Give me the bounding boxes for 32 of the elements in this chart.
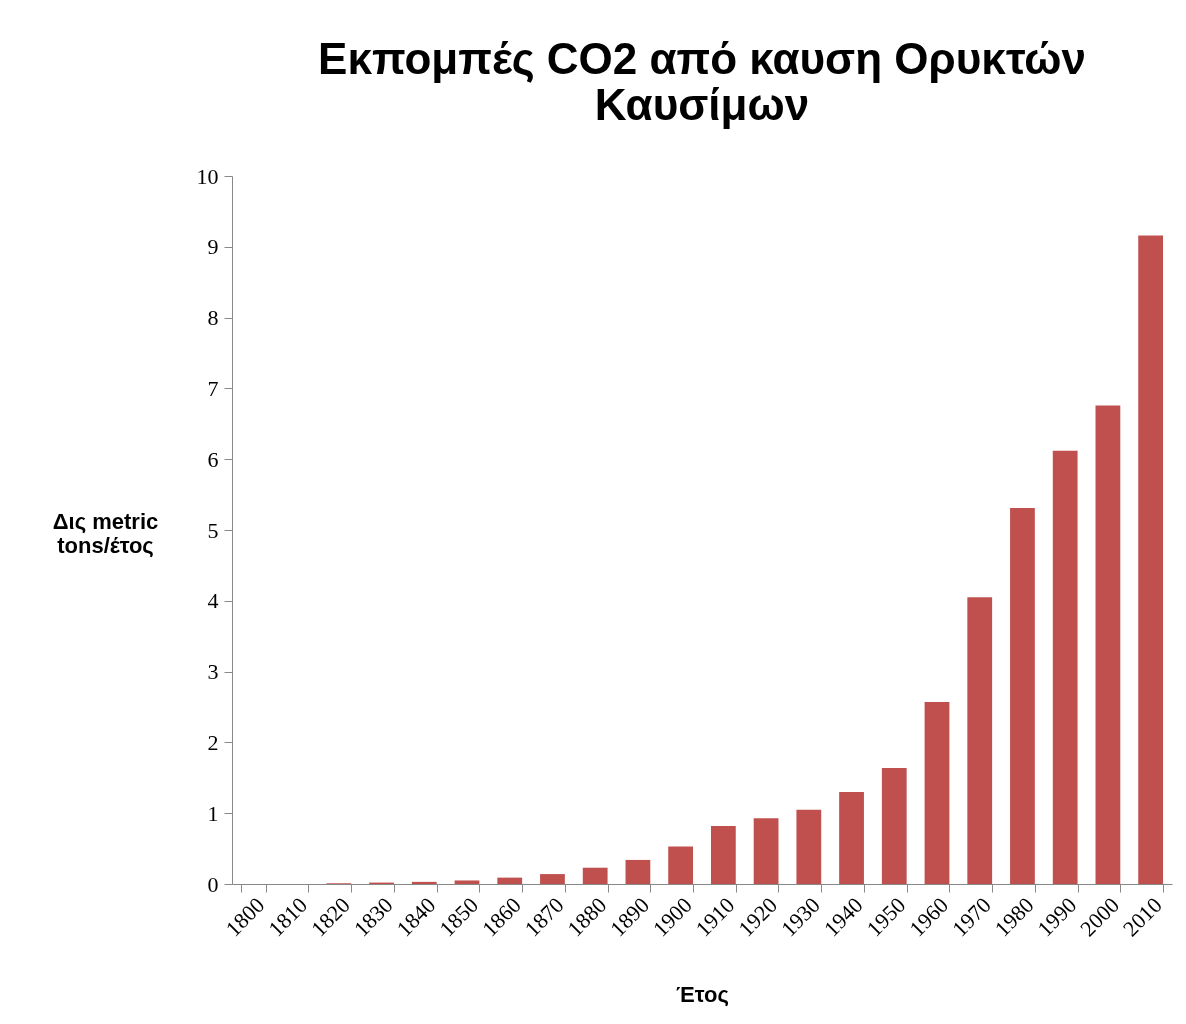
y-tick-label: 4 — [207, 588, 219, 614]
y-tick-label: 7 — [207, 375, 219, 401]
bar — [1010, 508, 1035, 884]
bar — [497, 877, 523, 884]
bar — [1138, 235, 1164, 884]
y-tick-label: 1 — [207, 800, 219, 826]
y-tick-label: 5 — [207, 517, 219, 543]
bar — [839, 791, 864, 884]
bar — [796, 809, 822, 884]
bar — [710, 825, 736, 884]
y-tick-label: 2 — [207, 729, 219, 755]
bar — [753, 818, 779, 884]
bar — [668, 846, 694, 884]
bar — [1052, 450, 1078, 884]
bar — [454, 880, 480, 884]
bar — [881, 767, 907, 884]
bar — [411, 881, 437, 884]
bar — [924, 702, 950, 884]
bar — [540, 874, 565, 884]
bar — [582, 867, 608, 884]
bar — [967, 597, 993, 884]
x-axis-title: Έτος — [676, 981, 729, 1007]
y-tick-label: 6 — [207, 446, 219, 472]
y-tick-label: 10 — [196, 163, 219, 189]
y-tick-label: 8 — [207, 305, 219, 331]
y-axis-title: Δις metric tons/έτος — [52, 508, 159, 558]
bar — [625, 859, 651, 884]
bar — [1095, 405, 1121, 884]
chart-title: Εκπομπές CO2 από καυση Ορυκτών Καυσίμων — [318, 34, 1086, 129]
y-tick-label: 0 — [207, 871, 219, 897]
y-tick-label: 9 — [207, 234, 219, 260]
y-tick-label: 3 — [207, 659, 219, 685]
